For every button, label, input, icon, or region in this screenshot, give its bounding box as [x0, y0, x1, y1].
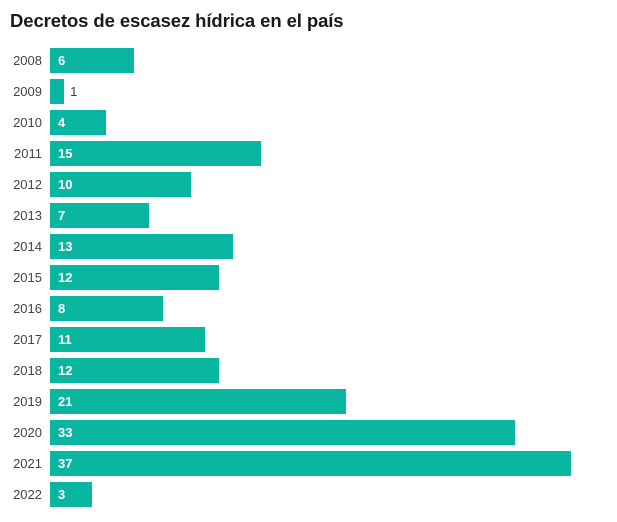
year-label: 2020: [13, 425, 42, 440]
chart-row: 2010 4: [0, 110, 617, 135]
year-label: 2011: [14, 146, 42, 161]
bar: 12: [50, 358, 219, 383]
chart-row: 2013 7: [0, 203, 617, 228]
year-label: 2022: [13, 487, 42, 502]
value-label: 33: [58, 425, 73, 440]
value-label: 13: [58, 239, 73, 254]
bar: 15: [50, 141, 262, 166]
chart-row: 2021 37: [0, 451, 617, 476]
bar: 12: [50, 265, 219, 290]
value-label: 12: [58, 270, 73, 285]
bar: 11: [50, 327, 205, 352]
chart-row: 2008 6: [0, 48, 617, 73]
year-label: 2018: [13, 363, 42, 378]
bar-chart: 2008 6 2009 1 2010 4 2011 15 2012 10 2013 7 2014 13 20…: [0, 48, 617, 507]
chart-row: 2015 12: [0, 265, 617, 290]
year-label: 2015: [13, 270, 42, 285]
value-label: 10: [58, 177, 73, 192]
value-label: 12: [58, 363, 73, 378]
year-label: 2016: [13, 301, 42, 316]
value-label: 21: [58, 394, 73, 409]
year-label: 2012: [13, 177, 42, 192]
chart-row: 2009 1: [0, 79, 617, 104]
year-label: 2014: [13, 239, 42, 254]
chart-row: 2016 8: [0, 296, 617, 321]
chart-row: 2011 15: [0, 141, 617, 166]
year-label: 2019: [13, 394, 42, 409]
value-label: 3: [58, 487, 66, 502]
value-label: 1: [70, 84, 78, 99]
year-label: 2008: [13, 53, 42, 68]
year-label: 2021: [13, 456, 42, 471]
value-label: 7: [58, 208, 66, 223]
chart-row: 2022 3: [0, 482, 617, 507]
value-label: 11: [58, 332, 72, 347]
bar: 21: [50, 389, 346, 414]
bar: 8: [50, 296, 163, 321]
bar: 6: [50, 48, 135, 73]
bar: [50, 79, 65, 104]
chart-row: 2019 21: [0, 389, 617, 414]
value-label: 15: [58, 146, 73, 161]
bar: 13: [50, 234, 234, 259]
year-label: 2010: [13, 115, 42, 130]
chart-row: 2020 33: [0, 420, 617, 445]
bar: 4: [50, 110, 107, 135]
year-label: 2017: [13, 332, 42, 347]
value-label: 37: [58, 456, 73, 471]
value-label: 4: [58, 115, 66, 130]
value-label: 6: [58, 53, 66, 68]
bar: 3: [50, 482, 93, 507]
year-label: 2009: [13, 84, 42, 99]
year-label: 2013: [13, 208, 42, 223]
bar: 10: [50, 172, 191, 197]
bar: 37: [50, 451, 571, 476]
chart-title: Decretos de escasez hídrica en el país: [10, 10, 344, 31]
chart-row: 2012 10: [0, 172, 617, 197]
chart-row: 2017 11: [0, 327, 617, 352]
value-label: 8: [58, 301, 66, 316]
bar: 7: [50, 203, 149, 228]
chart-row: 2018 12: [0, 358, 617, 383]
chart-row: 2014 13: [0, 234, 617, 259]
bar: 33: [50, 420, 515, 445]
